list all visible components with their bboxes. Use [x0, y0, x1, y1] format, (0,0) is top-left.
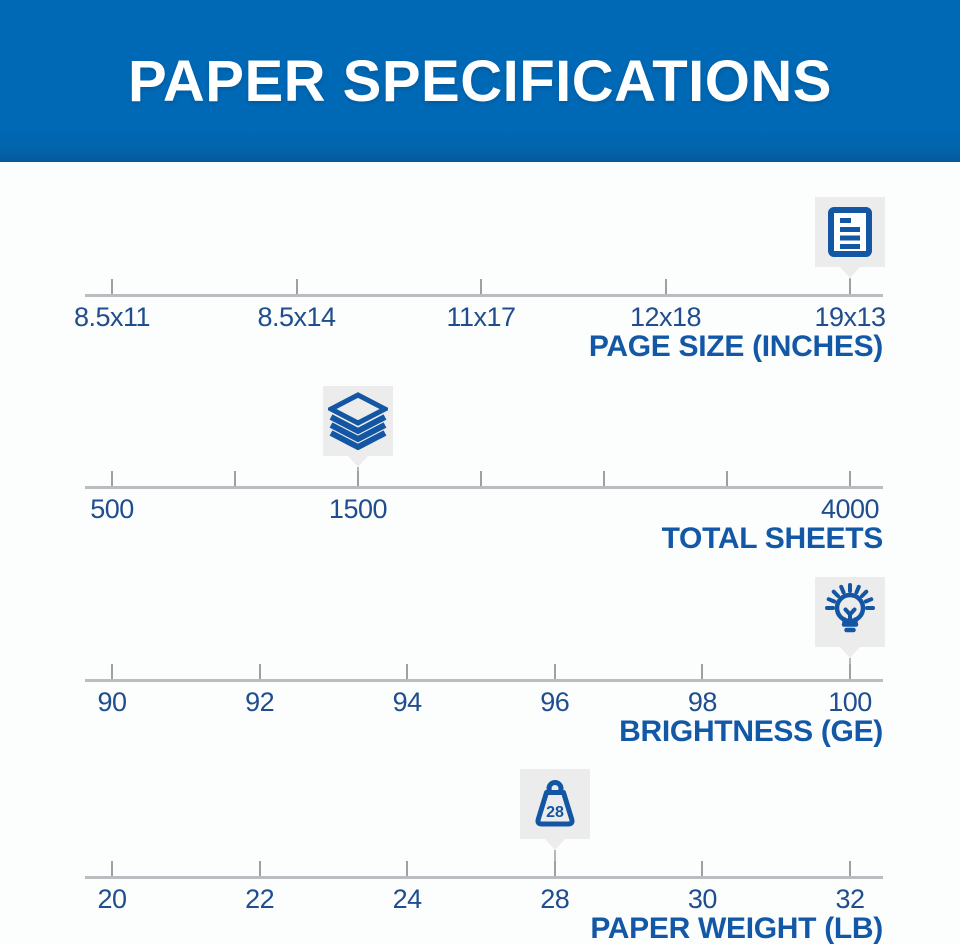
paper-weight-scale-line — [85, 876, 883, 879]
tick-mark — [295, 279, 298, 294]
tick-mark — [234, 471, 237, 486]
tick-mark — [553, 861, 556, 876]
page-size-axis-label: PAGE SIZE (INCHES) — [588, 330, 883, 363]
page-size-scale-line — [85, 294, 883, 297]
tick-mark — [258, 664, 261, 679]
brightness-ticks — [85, 664, 883, 679]
page-size-ticks — [85, 279, 883, 294]
tick-mark — [406, 861, 409, 876]
tick-mark — [406, 664, 409, 679]
tick-label: 20 — [97, 884, 127, 914]
tick-label: 92 — [245, 687, 275, 717]
paper-stack-icon — [328, 392, 388, 450]
tick-mark — [725, 471, 728, 486]
tick-mark — [553, 664, 556, 679]
tick-mark — [356, 471, 359, 486]
tick-label: 94 — [392, 687, 423, 717]
tick-label: 30 — [687, 884, 718, 914]
tick-label: 22 — [245, 884, 275, 914]
tick-label: 11x17 — [446, 302, 516, 332]
brightness-marker — [815, 577, 885, 647]
tick-label: 24 — [392, 884, 423, 914]
total-sheets-axis-label: TOTAL SHEETS — [661, 522, 884, 555]
lightbulb-icon — [825, 583, 875, 633]
tick-label: 1500 — [328, 494, 388, 524]
tick-label: 19x13 — [814, 302, 886, 332]
tick-mark — [111, 471, 113, 486]
tick-mark — [701, 664, 704, 679]
brightness-axis-label: BRIGHTNESS (GE) — [619, 715, 883, 748]
tick-label: 100 — [828, 687, 872, 717]
weight-icon: 28 — [535, 780, 575, 827]
tick-mark — [111, 664, 113, 679]
tick-mark — [603, 471, 606, 486]
tick-mark — [111, 279, 113, 294]
marker-pointer — [545, 839, 565, 850]
tick-label: 28 — [540, 884, 570, 914]
page-size-marker — [815, 197, 885, 267]
tick-mark — [111, 861, 113, 876]
total-sheets-tick-labels: 500 1500 4000 — [85, 494, 883, 526]
tick-label: 500 — [90, 494, 134, 524]
paper-weight-axis-label: PAPER WEIGHT (LB) — [590, 912, 883, 945]
tick-label: 98 — [687, 687, 718, 717]
tick-mark — [664, 279, 667, 294]
tick-mark — [849, 279, 851, 294]
marker-pointer — [348, 456, 368, 467]
paper-weight-ticks — [85, 861, 883, 876]
total-sheets-scale-line — [85, 486, 883, 489]
document-icon — [828, 207, 872, 257]
paper-weight-tick-labels: 20 22 24 28 30 32 — [85, 884, 883, 916]
tick-label: 90 — [97, 687, 127, 717]
tick-mark — [480, 279, 482, 294]
weight-badge-value: 28 — [546, 804, 564, 821]
marker-pointer — [840, 647, 860, 658]
tick-label: 4000 — [820, 494, 880, 524]
brightness-scale-line — [85, 679, 883, 682]
tick-mark — [849, 471, 851, 486]
tick-label: 12x18 — [629, 302, 702, 332]
tick-mark — [480, 471, 482, 486]
tick-mark — [701, 861, 704, 876]
paper-weight-marker: 28 — [520, 769, 590, 839]
tick-label: 96 — [540, 687, 570, 717]
tick-label: 8.5x14 — [257, 302, 336, 332]
page-size-tick-labels: 8.5x11 8.5x14 11x17 12x18 19x13 — [74, 302, 886, 334]
page-title: PAPER SPECIFICATIONS — [128, 48, 832, 114]
tick-mark — [258, 861, 261, 876]
brightness-tick-labels: 90 92 94 96 98 100 — [85, 687, 883, 719]
tick-mark — [849, 861, 851, 876]
tick-label: 32 — [835, 884, 865, 914]
total-sheets-marker — [323, 386, 393, 456]
total-sheets-ticks — [85, 471, 883, 486]
tick-mark — [849, 664, 851, 679]
marker-pointer — [840, 267, 860, 278]
tick-label: 8.5x11 — [73, 302, 151, 332]
header-banner: PAPER SPECIFICATIONS — [0, 0, 960, 162]
